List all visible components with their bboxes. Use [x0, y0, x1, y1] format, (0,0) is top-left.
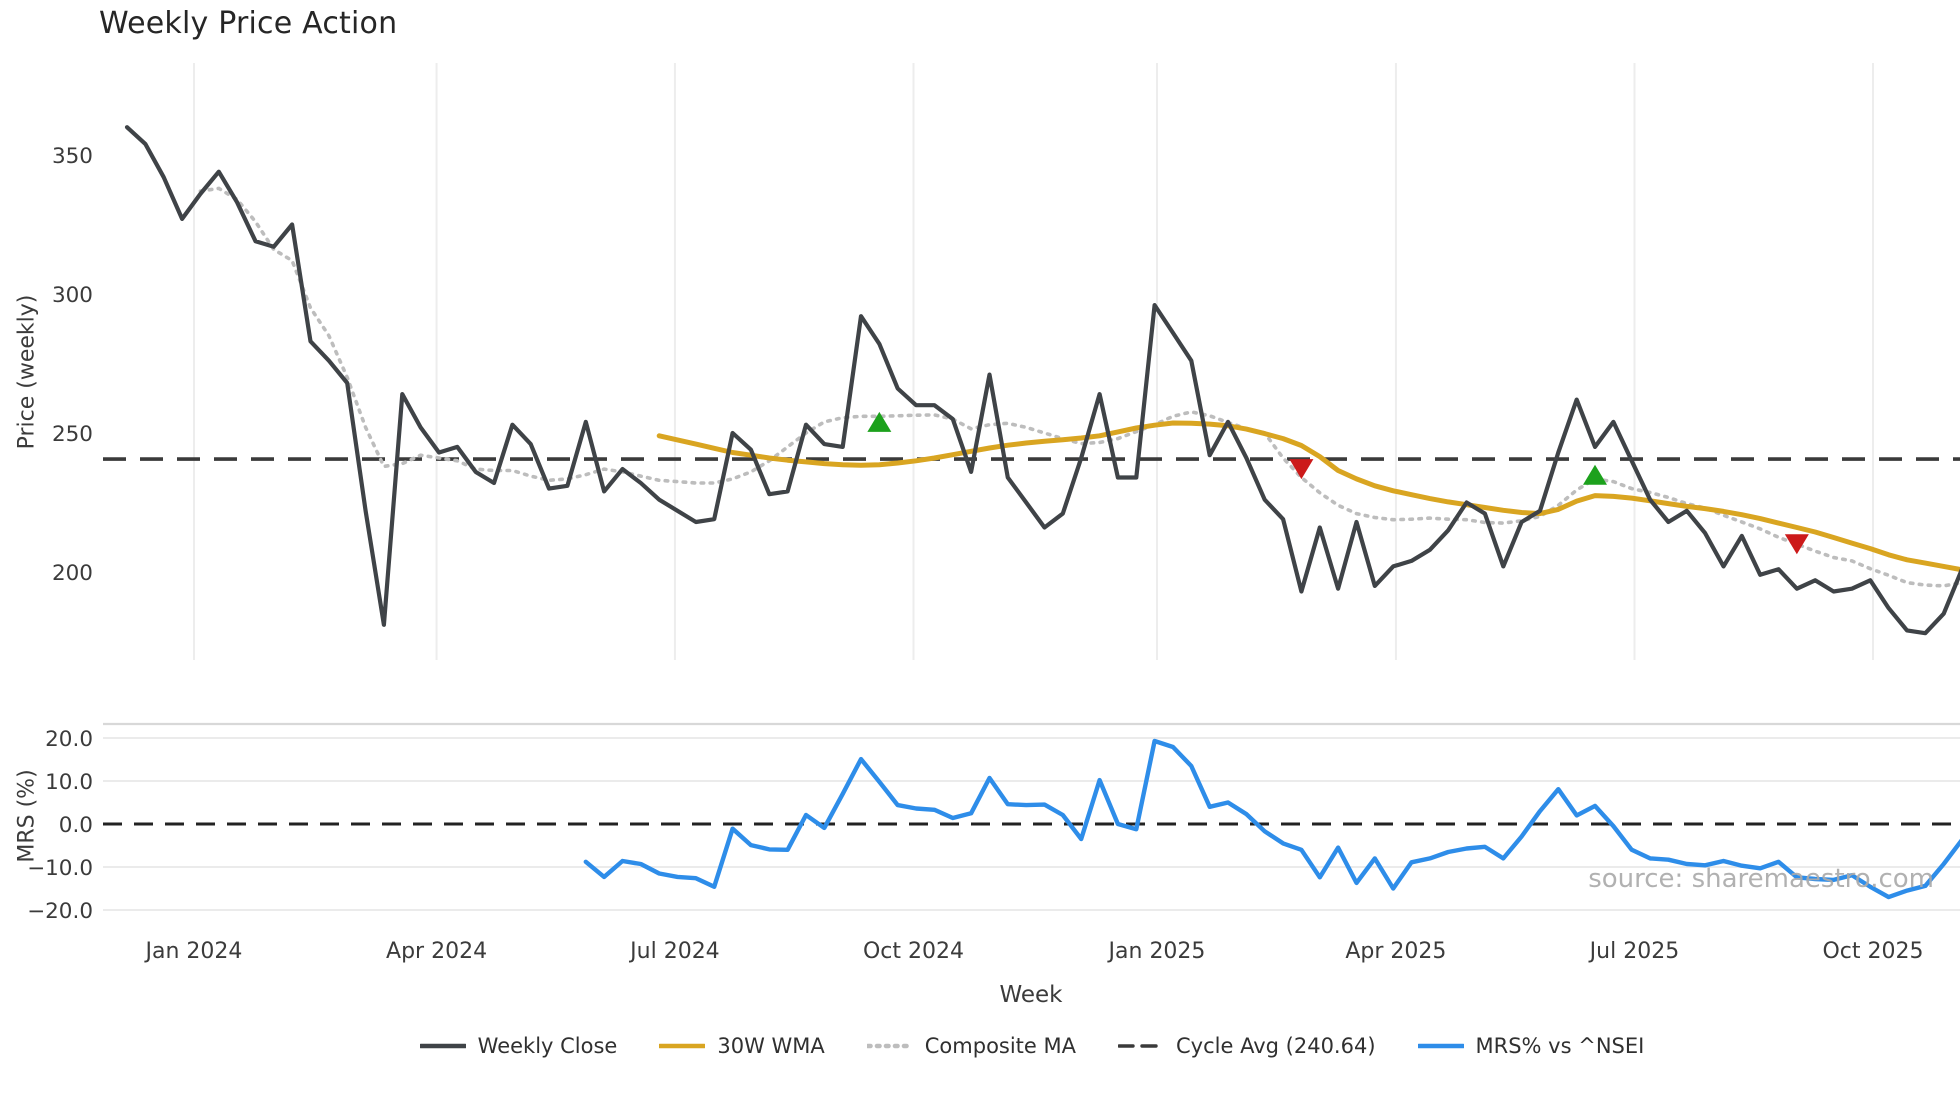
legend-label: Cycle Avg (240.64): [1176, 1034, 1376, 1058]
weekly-close-line: [124, 125, 1960, 636]
x-tick-label: Jan 2025: [1107, 939, 1206, 964]
legend-item-mrs-vs-nsei: MRS% vs ^NSEI: [1417, 1034, 1645, 1058]
signal-markers: [867, 411, 1809, 555]
legend-label: 30W WMA: [717, 1034, 825, 1058]
legend-swatch-solid: [659, 1043, 706, 1049]
x-tick-label: Jul 2025: [1588, 939, 1680, 964]
buy-signal-icon: [1583, 464, 1607, 485]
legend-item-composite-ma: Composite MA: [866, 1034, 1077, 1058]
source-watermark: source: sharemaestro.com: [1588, 864, 1934, 894]
legend-swatch-solid: [1417, 1043, 1464, 1049]
price-ytick-label: 200: [52, 561, 93, 586]
legend-label: Composite MA: [924, 1034, 1077, 1058]
x-tick-label: Jan 2024: [144, 939, 243, 964]
legend-swatch-dotted: [866, 1043, 913, 1049]
price-gridlines: [192, 63, 1875, 660]
mrs-ytick-label: 10.0: [45, 770, 93, 795]
mrs-axis-label: MRS (%): [14, 769, 40, 863]
buy-signal-icon: [867, 411, 892, 432]
mrs-line: [583, 738, 1960, 900]
x-tick-label: Oct 2025: [1822, 939, 1923, 964]
chart-title: Weekly Price Action: [99, 6, 398, 41]
x-axis-label: Week: [999, 982, 1063, 1008]
legend-item-30w-wma: 30W WMA: [659, 1034, 825, 1058]
legend-item-cycle-avg-240-64: Cycle Avg (240.64): [1118, 1034, 1376, 1058]
mrs-ytick-label: −10.0: [27, 856, 93, 881]
mrs-ytick-label: 20.0: [45, 727, 93, 752]
composite-ma-line: [198, 186, 1960, 588]
wma30-line: [656, 420, 1960, 572]
legend-swatch-dashed: [1118, 1044, 1165, 1048]
price-axis-label: Price (weekly): [14, 294, 40, 450]
legend-item-weekly-close: Weekly Close: [419, 1034, 618, 1058]
x-tick-label: Oct 2024: [863, 939, 964, 964]
price-ytick-label: 300: [52, 283, 93, 308]
mrs-gridlines: [103, 722, 1960, 911]
tick-labels: 350 300 250 200 20.0 10.0 0.0 −10.0 −20.0 Jan 202…: [27, 144, 1923, 964]
mrs-ytick-label: 0.0: [59, 813, 93, 838]
x-tick-label: Apr 2025: [1345, 939, 1446, 964]
sell-signal-icon: [1784, 534, 1809, 555]
x-tick-label: Jul 2024: [628, 939, 720, 964]
x-tick-label: Apr 2024: [386, 939, 487, 964]
legend-swatch-solid: [419, 1043, 466, 1049]
chart-legend: Weekly Close 30W WMA Composite MA Cycle Avg…: [0, 1034, 1960, 1058]
legend-label: Weekly Close: [477, 1034, 618, 1058]
mrs-ytick-label: −20.0: [27, 899, 93, 924]
price-ytick-label: 250: [52, 422, 93, 447]
price-ytick-label: 350: [52, 144, 93, 169]
legend-label: MRS% vs ^NSEI: [1475, 1034, 1645, 1058]
sell-signal-icon: [1289, 459, 1314, 480]
